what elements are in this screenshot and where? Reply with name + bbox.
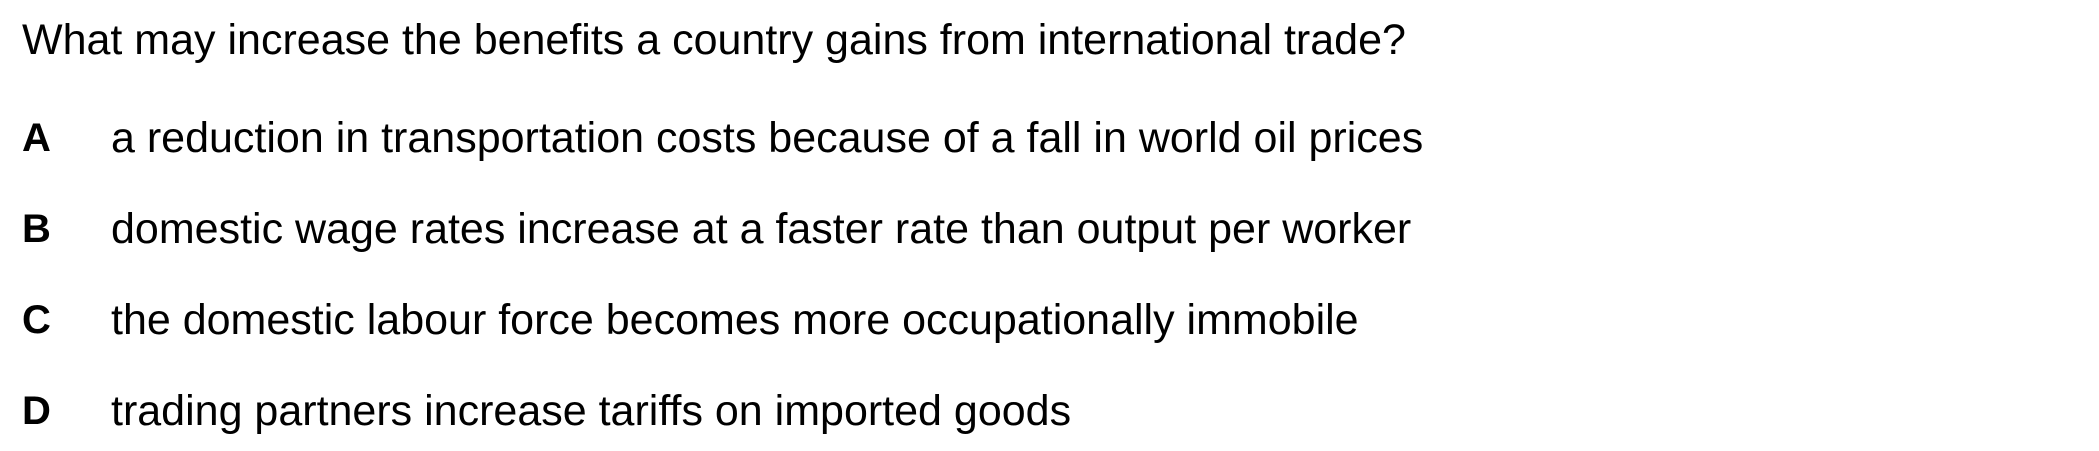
option-a: A a reduction in transportation costs be… xyxy=(22,112,1423,164)
option-d: D trading partners increase tariffs on i… xyxy=(22,385,1071,437)
option-b: B domestic wage rates increase at a fast… xyxy=(22,203,1411,255)
option-text: domestic wage rates increase at a faster… xyxy=(111,204,1412,253)
option-letter: A xyxy=(22,115,51,160)
option-letter: D xyxy=(22,388,51,433)
option-letter: C xyxy=(22,297,51,342)
option-letter: B xyxy=(22,206,51,251)
option-text: a reduction in transportation costs beca… xyxy=(111,113,1424,162)
option-text: trading partners increase tariffs on imp… xyxy=(111,386,1072,435)
option-c: C the domestic labour force becomes more… xyxy=(22,294,1359,346)
question-text: What may increase the benefits a country… xyxy=(22,16,1406,64)
option-text: the domestic labour force becomes more o… xyxy=(111,295,1359,344)
